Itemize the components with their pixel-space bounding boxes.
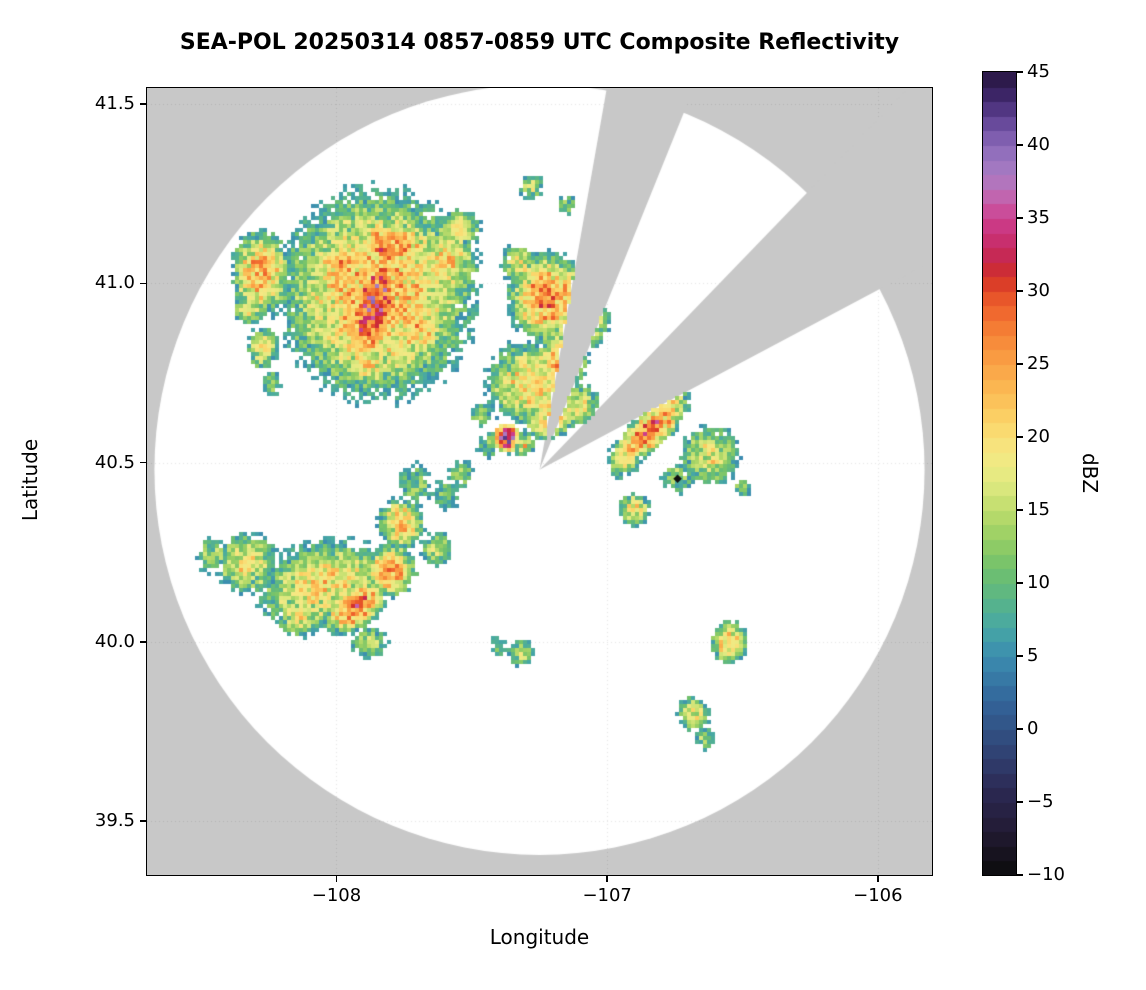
- colorbar-tick-mark: [1017, 509, 1023, 511]
- colorbar-tick-label: 30: [1027, 280, 1050, 301]
- colorbar-tick-mark: [1017, 582, 1023, 584]
- colorbar-tick-label: 10: [1027, 572, 1050, 593]
- colorbar: [982, 71, 1017, 876]
- x-tick-mark: [606, 876, 608, 882]
- colorbar-tick-label: −10: [1027, 864, 1065, 885]
- x-tick-mark: [877, 876, 879, 882]
- radar-map-canvas: [147, 88, 932, 875]
- y-tick-label: 40.5: [94, 451, 135, 473]
- y-tick-label: 41.5: [94, 93, 135, 115]
- colorbar-tick-mark: [1017, 290, 1023, 292]
- y-tick-mark: [140, 641, 146, 643]
- y-tick-mark: [140, 282, 146, 285]
- colorbar-tick-label: 0: [1027, 718, 1039, 739]
- colorbar-tick-mark: [1017, 217, 1023, 219]
- colorbar-tick-label: 15: [1027, 499, 1050, 520]
- y-tick-mark: [140, 820, 146, 822]
- x-tick-label: −106: [853, 885, 903, 906]
- x-tick-label: −108: [311, 885, 362, 906]
- colorbar-tick-label: 45: [1027, 61, 1050, 82]
- y-tick-mark: [140, 461, 146, 464]
- colorbar-tick-mark: [1017, 71, 1023, 73]
- colorbar-tick-label: 25: [1027, 353, 1050, 374]
- y-tick-label: 41.0: [94, 272, 135, 294]
- colorbar-tick-mark: [1017, 874, 1023, 876]
- y-tick-mark: [140, 103, 146, 105]
- colorbar-tick-mark: [1017, 728, 1023, 730]
- x-tick-mark: [335, 876, 338, 882]
- chart-title: SEA-POL 20250314 0857-0859 UTC Composite…: [179, 30, 900, 55]
- colorbar-tick-mark: [1017, 144, 1023, 146]
- y-tick-label: 40.0: [94, 630, 135, 652]
- colorbar-tick-label: 35: [1027, 207, 1050, 228]
- colorbar-tick-mark: [1017, 655, 1023, 657]
- colorbar-tick-mark: [1017, 801, 1023, 803]
- colorbar-tick-label: 40: [1027, 134, 1050, 155]
- colorbar-canvas: [983, 72, 1016, 875]
- x-tick-label: −107: [582, 885, 632, 906]
- colorbar-tick-label: 20: [1027, 426, 1050, 447]
- colorbar-label: dBZ: [1078, 452, 1102, 494]
- y-tick-label: 39.5: [94, 810, 135, 832]
- plot-area: [146, 87, 933, 876]
- x-axis-label: Longitude: [489, 925, 590, 949]
- colorbar-tick-label: 5: [1027, 645, 1039, 666]
- colorbar-tick-label: −5: [1027, 791, 1054, 812]
- colorbar-tick-mark: [1017, 436, 1023, 438]
- colorbar-tick-mark: [1017, 363, 1023, 365]
- y-axis-label: Latitude: [18, 438, 42, 522]
